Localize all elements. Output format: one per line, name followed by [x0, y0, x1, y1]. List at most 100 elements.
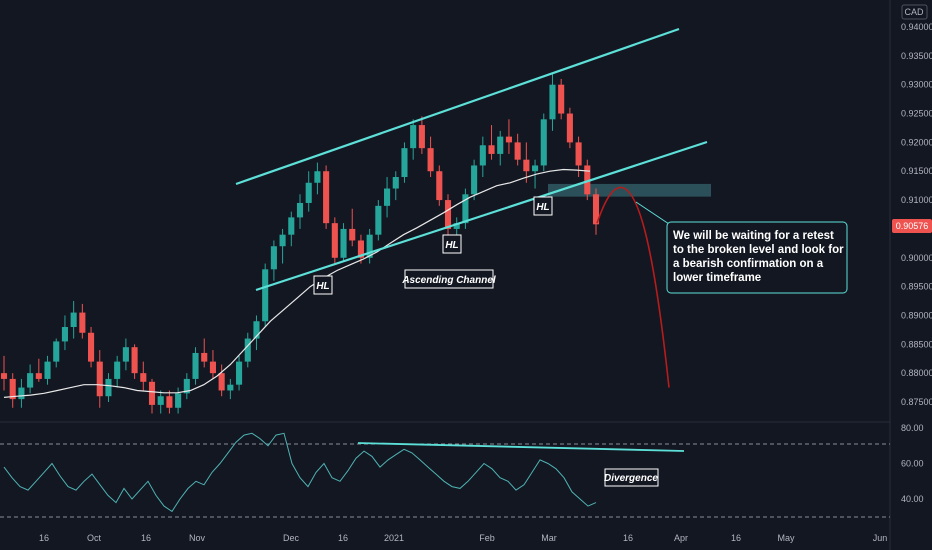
- candle-body: [575, 142, 582, 166]
- candle-body: [392, 177, 399, 189]
- candle-body: [505, 136, 512, 143]
- candle-body: [157, 396, 164, 405]
- candle-body: [314, 171, 321, 183]
- candle-body: [532, 165, 539, 172]
- moving-average-line: [3, 168, 591, 398]
- candle-body: [357, 240, 364, 258]
- candle-body: [18, 387, 25, 400]
- candle-body: [427, 148, 434, 172]
- time-tick-label: May: [777, 533, 795, 543]
- divergence-label[interactable]: Divergence: [604, 468, 659, 487]
- candle-body: [53, 341, 60, 362]
- candle-body: [540, 119, 547, 166]
- note-line-1: We will be waiting for a retest: [673, 230, 834, 242]
- note-box[interactable]: We will be waiting for a retest to the b…: [666, 221, 848, 294]
- candle-body: [192, 352, 199, 379]
- rsi-tick-label: 60.00: [901, 459, 924, 469]
- time-tick-label: Dec: [283, 533, 300, 543]
- hl-label-3-text: HL: [536, 202, 549, 213]
- time-tick-label: Oct: [87, 533, 102, 543]
- note-pointer: [635, 201, 673, 227]
- hl-label-3[interactable]: HL: [533, 196, 553, 216]
- candle-body: [323, 171, 330, 224]
- candle-body: [296, 202, 304, 218]
- candle-body: [262, 269, 269, 322]
- divergence-label-text: Divergence: [604, 473, 658, 484]
- candle-body: [384, 188, 391, 206]
- time-tick-label: 16: [338, 533, 348, 543]
- candle-body: [279, 234, 286, 247]
- candle-body: [44, 361, 51, 379]
- time-tick-label: 16: [623, 533, 633, 543]
- candle-body: [209, 361, 216, 374]
- price-tick-label: 0.90000: [901, 253, 932, 263]
- candle-body: [227, 384, 234, 391]
- channel-label-text: Ascending Channel: [401, 275, 496, 286]
- price-tick-label: 0.88500: [901, 339, 932, 349]
- hl-label-2[interactable]: HL: [442, 234, 462, 254]
- candle-body: [349, 228, 356, 241]
- price-tick-label: 0.89500: [901, 282, 932, 292]
- candlesticks: [0, 73, 600, 414]
- candle-body: [0, 373, 8, 379]
- price-tick-label: 0.91500: [901, 166, 932, 176]
- candle-body: [523, 159, 530, 172]
- candle-body: [497, 136, 504, 154]
- note-line-4: lower timeframe: [673, 272, 761, 284]
- channel-label[interactable]: Ascending Channel: [401, 269, 496, 289]
- time-tick-label: Nov: [189, 533, 206, 543]
- candle-body: [375, 205, 382, 235]
- candle-body: [462, 194, 469, 224]
- channel-upper-line[interactable]: [235, 27, 680, 186]
- candle-body: [218, 373, 225, 391]
- candle-body: [148, 381, 156, 405]
- candle-body: [88, 332, 95, 362]
- note-line-3: a bearish confirmation on a: [673, 258, 824, 270]
- price-tick-label: 0.92500: [901, 109, 932, 119]
- candle-body: [61, 327, 68, 342]
- candle-body: [131, 347, 138, 374]
- price-tick-label: 0.93000: [901, 80, 932, 90]
- candle-body: [453, 223, 460, 229]
- time-tick-label: 16: [39, 533, 49, 543]
- candle-body: [584, 165, 591, 195]
- candle-body: [331, 223, 338, 258]
- candle-body: [444, 200, 452, 229]
- time-tick-label: Apr: [674, 533, 688, 543]
- candle-body: [96, 361, 103, 397]
- hl-label-1[interactable]: HL: [313, 275, 333, 295]
- candle-body: [514, 142, 521, 160]
- channel-lower-line[interactable]: [255, 140, 708, 292]
- candle-body: [401, 148, 408, 177]
- note-line-2: to the broken level and look for: [673, 244, 844, 256]
- time-axis: 16 Oct 16 Nov Dec 16 2021 Feb Mar 16 Apr 16 May Jun: [39, 533, 887, 543]
- candle-body: [479, 145, 486, 166]
- candle-body: [70, 312, 77, 327]
- candle-body: [105, 378, 112, 397]
- rsi-tick-label: 40.00: [901, 494, 924, 504]
- candle-body: [340, 228, 347, 258]
- current-price-text: 0.90576: [896, 221, 929, 231]
- candle-body: [592, 194, 600, 225]
- candle-body: [558, 84, 565, 114]
- candle-body: [488, 145, 495, 154]
- candle-body: [140, 373, 147, 382]
- divergence-line[interactable]: [357, 442, 685, 452]
- candle-body: [418, 125, 425, 149]
- currency-badge[interactable]: CAD: [901, 4, 928, 20]
- candle-body: [253, 321, 260, 339]
- candle-body: [305, 182, 312, 203]
- candle-body: [27, 373, 34, 388]
- candle-body: [183, 378, 190, 394]
- candle-body: [244, 338, 251, 362]
- candle-body: [35, 373, 42, 379]
- candle-body: [79, 312, 86, 333]
- rsi-tick-label: 80.00: [901, 423, 924, 433]
- candle-body: [175, 393, 182, 408]
- time-tick-label: 2021: [384, 533, 404, 543]
- currency-label: CAD: [904, 7, 924, 17]
- candle-body: [288, 217, 295, 235]
- hl-label-1-text: HL: [316, 281, 329, 292]
- price-tick-label: 0.91000: [901, 195, 932, 205]
